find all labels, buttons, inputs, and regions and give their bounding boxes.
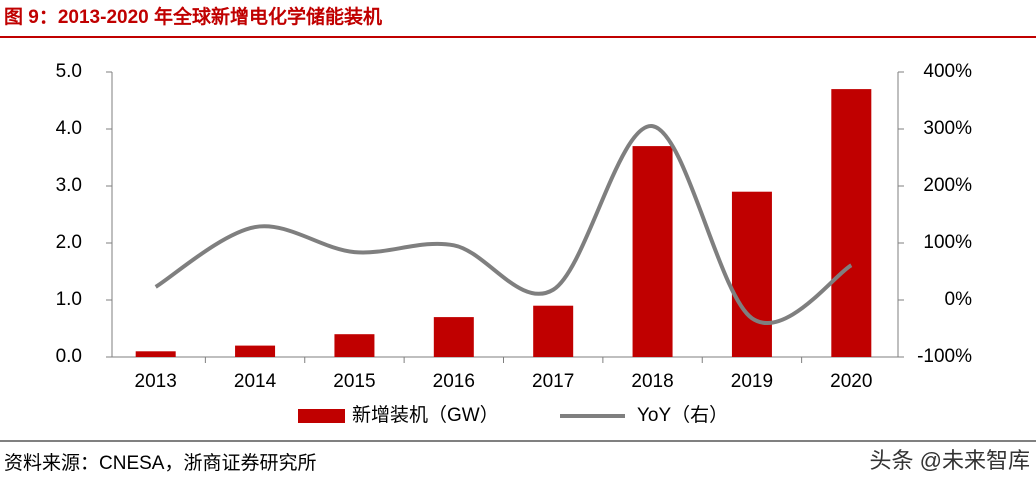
y2-tick-label: 400% (923, 61, 972, 82)
x-tick-label: 2017 (532, 371, 574, 392)
x-tick-label: 2018 (631, 371, 673, 392)
y2-tick-label: -100% (917, 346, 972, 367)
chart-title: 图 9：2013-2020 年全球新增电化学储能装机 (4, 5, 382, 28)
x-tick-label: 2019 (731, 371, 773, 392)
bar (135, 351, 176, 357)
bar (731, 191, 772, 357)
legend-label: YoY（右） (637, 404, 728, 426)
y-tick-label: 5.0 (56, 61, 82, 82)
x-tick-label: 2015 (333, 371, 375, 392)
legend-label: 新增装机（GW） (352, 404, 499, 426)
bar (533, 305, 574, 357)
y2-tick-label: 100% (923, 232, 972, 253)
x-tick-label: 2014 (234, 371, 277, 392)
bar (831, 89, 872, 357)
y-tick-label: 4.0 (56, 118, 82, 139)
y-tick-label: 2.0 (56, 232, 82, 253)
source: 资料来源：CNESA，浙商证券研究所 (4, 452, 316, 474)
x-tick-label: 2013 (135, 371, 177, 392)
bar (632, 146, 673, 357)
y-tick-label: 0.0 (56, 346, 82, 367)
y-tick-label: 1.0 (56, 289, 82, 310)
y-tick-label: 3.0 (56, 175, 82, 196)
y2-tick-label: 300% (923, 118, 972, 139)
bar (334, 334, 375, 357)
y2-tick-label: 200% (923, 175, 972, 196)
legend-swatch (298, 409, 345, 423)
bar (235, 345, 276, 357)
x-tick-label: 2020 (830, 371, 872, 392)
x-tick-label: 2016 (433, 371, 475, 392)
line (154, 124, 853, 325)
bar (433, 317, 474, 357)
y2-tick-label: 0% (945, 289, 973, 310)
watermark: 头条 @未来智库 (870, 448, 1030, 473)
